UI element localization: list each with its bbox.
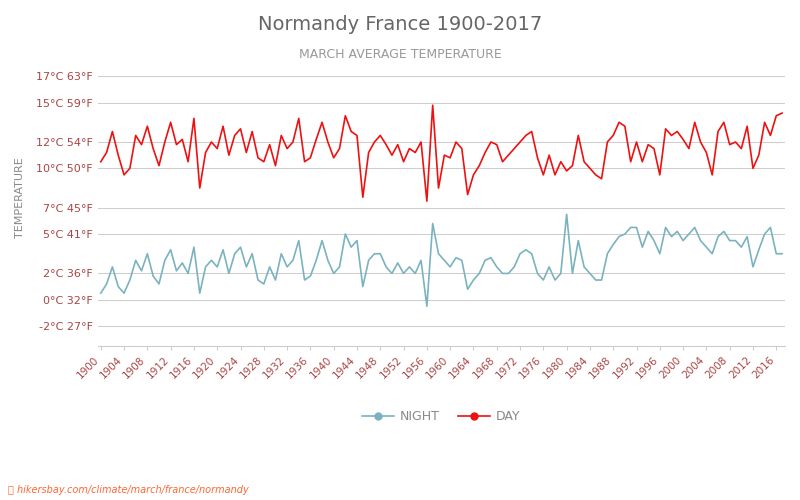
Text: 🔵 hikersbay.com/climate/march/france/normandy: 🔵 hikersbay.com/climate/march/france/nor… xyxy=(8,485,249,495)
Legend: NIGHT, DAY: NIGHT, DAY xyxy=(358,405,526,428)
Text: Normandy France 1900-2017: Normandy France 1900-2017 xyxy=(258,15,542,34)
Y-axis label: TEMPERATURE: TEMPERATURE xyxy=(15,158,25,238)
Text: MARCH AVERAGE TEMPERATURE: MARCH AVERAGE TEMPERATURE xyxy=(298,48,502,60)
